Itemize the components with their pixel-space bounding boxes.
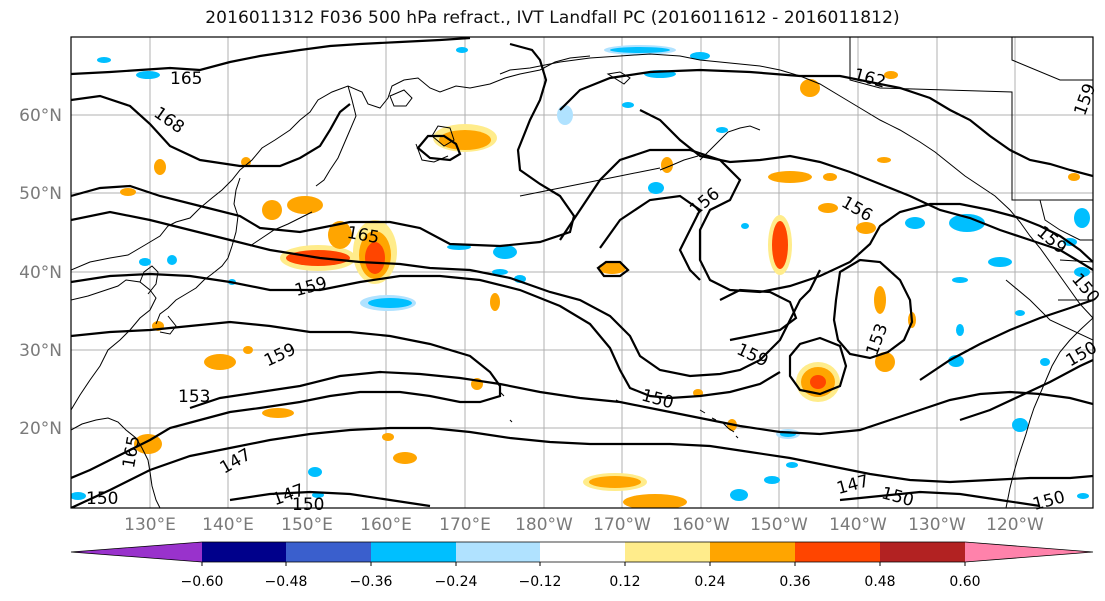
contour-147	[71, 426, 1093, 508]
latitude-label: 50°N	[19, 184, 62, 204]
longitude-label: 140°E	[202, 515, 254, 535]
longitude-label: 120°W	[986, 515, 1044, 535]
longitude-label: 140°W	[829, 515, 887, 535]
colorbar-tick-label: 0.12	[609, 574, 640, 590]
contour-165-north	[71, 37, 471, 76]
longitude-label: 170°E	[439, 515, 491, 535]
contour-small-loop	[596, 260, 630, 278]
colorbar-tick-label: −0.12	[519, 574, 562, 590]
colorbar-segment	[880, 542, 965, 562]
latitude-labels: 60°N 50°N 40°N 30°N 20°N	[19, 106, 62, 439]
colorbar-segment	[371, 542, 456, 562]
longitude-label: 150°W	[750, 515, 808, 535]
refractivity-contours	[71, 37, 1093, 508]
longitude-label: 130°W	[908, 515, 966, 535]
colorbar-segment	[202, 542, 286, 562]
longitude-label: 130°E	[124, 515, 176, 535]
colorbar-extend-low	[71, 542, 204, 562]
colorbar-tick-label: 0.60	[949, 574, 980, 590]
colorbar-tick-label: 0.36	[779, 574, 810, 590]
contour-159-upper	[71, 210, 821, 378]
contour-147-south	[229, 490, 431, 508]
contour-153	[71, 320, 502, 480]
longitude-labels: 130°E 140°E 150°E 160°E 170°E 180°W 170°W 160°W…	[124, 515, 1044, 535]
colorbar-segment	[286, 542, 371, 562]
contour-162	[559, 68, 1093, 178]
contour-153-east	[832, 258, 914, 360]
colorbar-tick-label: −0.60	[181, 574, 224, 590]
contour-label: 150	[86, 489, 118, 509]
contour-150-east2	[959, 359, 1093, 422]
contour-loop-east	[788, 336, 848, 396]
pc-shading	[71, 45, 1090, 508]
contour-label: 153	[178, 387, 210, 407]
longitude-label: 170°W	[593, 515, 651, 535]
colorbar-tick-label: −0.36	[350, 574, 393, 590]
longitude-label: 160°E	[360, 515, 412, 535]
colorbar-tick-label: 0.24	[694, 574, 725, 590]
colorbar-extend-high	[961, 542, 1093, 562]
latitude-label: 40°N	[19, 263, 62, 283]
longitude-label: 160°W	[672, 515, 730, 535]
contour-label: 150	[292, 495, 324, 515]
colorbar-segment	[540, 542, 625, 562]
colorbar-tick-label: 0.48	[864, 574, 895, 590]
colorbar-segment	[625, 542, 710, 562]
longitude-label: 150°E	[281, 515, 333, 535]
colorbar	[70, 541, 1094, 563]
latitude-label: 20°N	[19, 419, 62, 439]
contour-label: 165	[170, 69, 202, 89]
contour-150	[189, 370, 1093, 436]
colorbar-segment	[710, 542, 795, 562]
contour-168-north	[71, 94, 351, 168]
longitude-label: 180°W	[515, 515, 573, 535]
colorbar-tick-labels: −0.60 −0.48 −0.36 −0.24 −0.12 0.12 0.24 0.36 0.4…	[181, 562, 981, 590]
map-frame	[70, 36, 1094, 509]
contour-east-inner	[719, 288, 798, 342]
contour-159-lower	[71, 272, 781, 400]
colorbar-segment	[456, 542, 540, 562]
latitude-label: 30°N	[19, 341, 62, 361]
colorbar-tick-label: −0.24	[435, 574, 478, 590]
colorbar-tick-label: −0.48	[265, 574, 308, 590]
contour-150-east	[919, 298, 1093, 381]
map-title: 2016011312 F036 500 hPa refract., IVT La…	[205, 8, 900, 28]
positive-anomaly-patches	[120, 71, 1080, 508]
contour-165-inner	[71, 42, 576, 248]
contour-150-south	[839, 490, 1041, 508]
contour-156-inner	[599, 194, 702, 281]
contour-159-east	[639, 109, 1093, 271]
colorbar-segment	[795, 542, 880, 562]
gridlines	[71, 37, 1093, 508]
latitude-label: 60°N	[19, 106, 62, 126]
contour-closed-loop-north	[416, 134, 462, 162]
